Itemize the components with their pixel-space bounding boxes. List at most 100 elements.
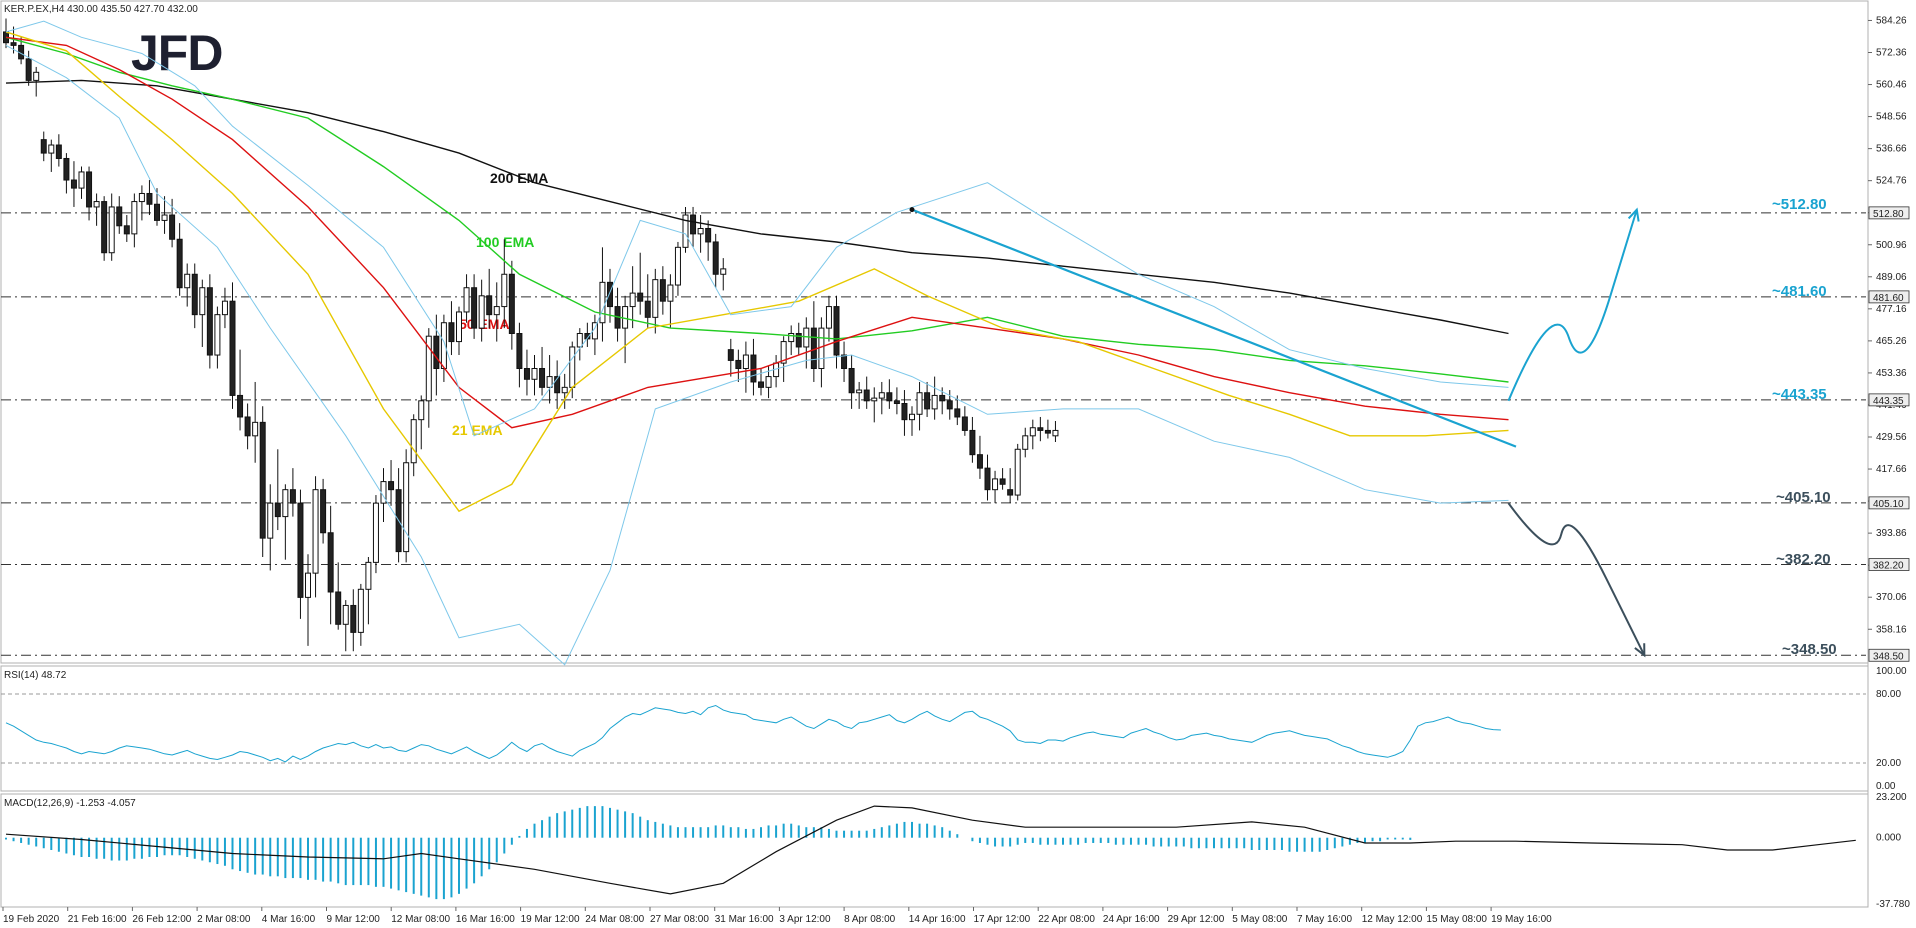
candle-body <box>742 354 749 370</box>
ema-100-label: 100 EMA <box>476 234 534 250</box>
candle-body <box>969 429 976 456</box>
candle-body <box>750 354 757 383</box>
candle-body <box>1022 435 1029 450</box>
candle-body <box>508 273 515 335</box>
price-tick-label: 536.66 <box>1876 144 1907 155</box>
candle-body <box>221 300 228 316</box>
candle-body <box>999 478 1006 485</box>
candle-body <box>909 413 915 421</box>
candle-body <box>841 354 848 370</box>
candle-body <box>637 292 644 302</box>
candle-body <box>433 335 440 370</box>
candle-body <box>727 349 734 361</box>
price-tag-box <box>1868 393 1910 407</box>
level-label-481: ~481.60 <box>1772 283 1827 300</box>
candle-body <box>946 400 953 410</box>
arrow-head-1 <box>1627 207 1640 222</box>
price-tick-label: 489.06 <box>1876 272 1907 283</box>
candle-body <box>259 421 266 539</box>
time-tick-label: 14 Apr 16:00 <box>909 914 966 925</box>
candle-body <box>297 502 304 598</box>
candle-body <box>976 454 983 469</box>
ema-21-label: 21 EMA <box>452 422 503 438</box>
price-tick-label: 548.56 <box>1876 112 1907 123</box>
macd-title: MACD(12,26,9) -1.253 -4.057 <box>4 798 136 809</box>
time-tick-label: 5 May 08:00 <box>1232 914 1287 925</box>
candle-body <box>954 408 961 418</box>
level-label-443: ~443.35 <box>1772 386 1827 403</box>
candle-body <box>70 179 77 189</box>
price-tick-label: 572.36 <box>1876 47 1907 58</box>
macd-series <box>5 805 1856 900</box>
candle-body <box>539 368 546 388</box>
candle-body <box>569 346 576 388</box>
candle-body <box>878 392 885 399</box>
candle-body <box>10 42 17 46</box>
candle-body <box>93 201 100 208</box>
candle-body <box>244 416 251 437</box>
trendline <box>911 208 1517 448</box>
candle-body <box>924 392 931 410</box>
candle-body <box>863 389 870 402</box>
time-tick-label: 24 Apr 16:00 <box>1103 914 1160 925</box>
candle-body <box>523 368 530 380</box>
candle-body <box>161 214 168 221</box>
candle-body <box>644 300 651 318</box>
candle-body <box>101 201 108 254</box>
candle-body <box>1037 427 1044 431</box>
candle-body <box>667 284 674 302</box>
candle-body <box>652 279 659 318</box>
candle-body <box>833 306 840 356</box>
time-tick-label: 31 Mar 16:00 <box>715 914 774 925</box>
series-line-4 <box>5 20 1509 437</box>
level-label-512: ~512.80 <box>1772 196 1827 213</box>
price-tag-label: 382.20 <box>1873 561 1904 572</box>
candle-body <box>780 341 787 364</box>
candle-body <box>342 604 349 625</box>
series-line-5 <box>5 44 1509 666</box>
arrow-head-2 <box>1634 643 1646 658</box>
macd-tick-label: 0.000 <box>1876 833 1901 844</box>
candle-body <box>289 489 296 504</box>
candle-body <box>169 214 176 240</box>
price-tag-label: 405.10 <box>1873 499 1904 510</box>
time-tick-label: 19 Mar 12:00 <box>521 914 580 925</box>
candle-body <box>1029 427 1036 437</box>
candle-body <box>916 392 923 415</box>
candle-body <box>237 394 244 418</box>
candle-body <box>312 489 319 574</box>
price-tick-label: 393.86 <box>1876 528 1907 539</box>
price-tag-box <box>1868 206 1910 220</box>
level-lines <box>1 212 1866 656</box>
candle-body <box>893 400 900 405</box>
price-tick-label: 370.06 <box>1876 592 1907 603</box>
series-line-1 <box>5 36 1509 383</box>
price-tag-label: 348.50 <box>1873 651 1904 662</box>
candle-body <box>735 359 742 370</box>
time-tick-label: 24 Mar 08:00 <box>585 914 644 925</box>
candle-body <box>403 462 410 553</box>
time-tick-label: 12 Mar 08:00 <box>391 914 450 925</box>
candle-body <box>206 287 213 356</box>
price-tick-label: 477.16 <box>1876 304 1907 315</box>
candle-body <box>55 144 62 159</box>
candle-body <box>1014 448 1021 496</box>
macd-tick-label: -37.780 <box>1876 899 1910 910</box>
candle-body <box>712 241 719 275</box>
candle-body <box>486 295 493 316</box>
candle-body <box>478 295 485 329</box>
candle-body <box>931 394 938 410</box>
candle-body <box>1052 429 1059 437</box>
candle-body <box>1007 489 1014 496</box>
price-tag-box <box>1868 290 1910 304</box>
price-tick-label: 584.26 <box>1876 15 1907 26</box>
candle-body <box>327 532 334 593</box>
time-tick-label: 21 Feb 16:00 <box>68 914 127 925</box>
level-label-382: ~382.20 <box>1776 551 1831 568</box>
candle-body <box>267 502 274 539</box>
price-tick-label: 417.66 <box>1876 464 1907 475</box>
candle-body <box>516 333 523 370</box>
candle-body <box>871 397 878 402</box>
level-label-348: ~348.50 <box>1782 641 1837 658</box>
